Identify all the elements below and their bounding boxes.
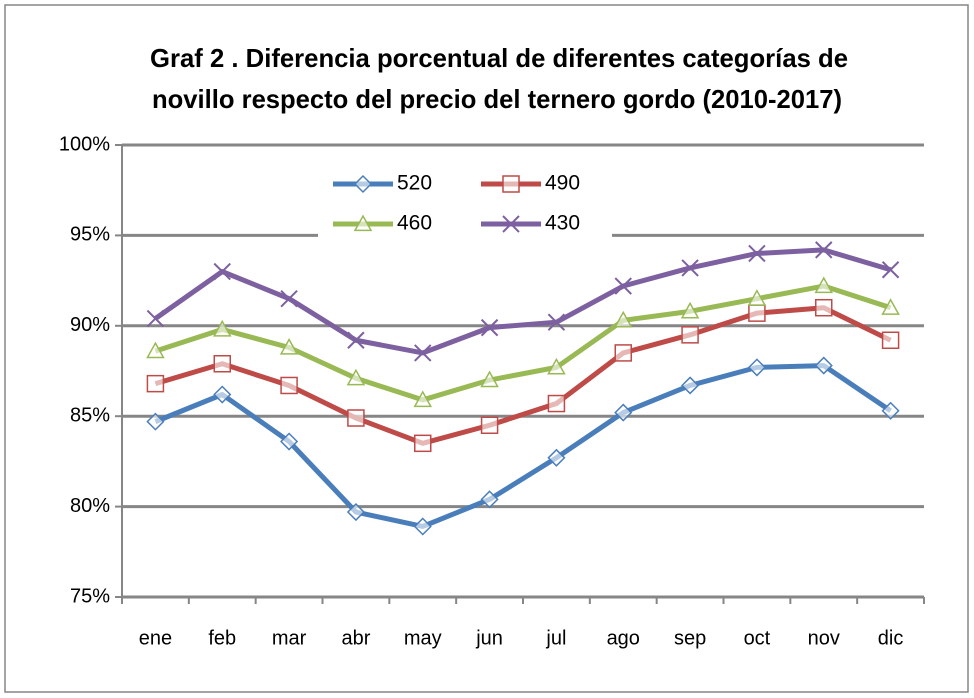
marker xyxy=(681,259,699,277)
marker xyxy=(146,309,165,328)
marker xyxy=(814,276,834,294)
series-line xyxy=(154,283,892,403)
marker xyxy=(815,298,833,317)
marker xyxy=(502,175,520,193)
marker xyxy=(881,261,900,279)
legend-label: 430 xyxy=(545,212,580,235)
x-tick-label: feb xyxy=(208,627,236,649)
marker xyxy=(280,376,298,395)
marker xyxy=(680,301,700,319)
marker xyxy=(279,337,299,355)
marker xyxy=(146,341,165,359)
series-line xyxy=(153,247,892,356)
marker xyxy=(748,304,766,322)
marker xyxy=(213,385,232,404)
x-tick-label: jul xyxy=(545,627,566,649)
marker xyxy=(146,412,165,431)
marker xyxy=(213,355,231,373)
marker xyxy=(881,298,900,315)
x-tick-label: ago xyxy=(607,627,640,649)
marker xyxy=(614,403,633,422)
y-tick-label: 95% xyxy=(70,224,110,246)
marker xyxy=(280,289,298,308)
marker xyxy=(502,215,520,233)
x-tick-label: oct xyxy=(744,627,771,649)
marker xyxy=(413,390,433,408)
series-line xyxy=(154,305,892,446)
marker xyxy=(480,490,499,509)
marker xyxy=(414,434,432,453)
marker xyxy=(547,394,566,413)
x-tick-label: ene xyxy=(139,627,172,649)
x-tick-label: jun xyxy=(475,627,503,649)
y-tick-label: 100% xyxy=(59,133,110,155)
chart-title: novillo respecto del precio del ternero … xyxy=(152,84,842,114)
marker xyxy=(212,319,232,337)
y-tick-label: 85% xyxy=(70,404,110,426)
y-tick-label: 90% xyxy=(70,314,110,336)
marker xyxy=(346,502,365,522)
marker xyxy=(747,289,767,306)
y-tick-label: 75% xyxy=(70,585,110,607)
marker xyxy=(747,358,766,377)
marker xyxy=(413,517,432,536)
marker xyxy=(881,331,900,350)
marker xyxy=(480,416,499,434)
marker xyxy=(881,401,900,420)
legend-label: 490 xyxy=(545,172,580,195)
x-tick-label: may xyxy=(404,627,442,649)
marker xyxy=(748,244,766,263)
marker xyxy=(347,331,365,349)
marker xyxy=(547,313,566,331)
legend-label: 460 xyxy=(397,212,432,235)
marker xyxy=(547,357,566,375)
marker xyxy=(353,174,373,194)
x-tick-label: sep xyxy=(674,627,706,649)
y-tick-label: 80% xyxy=(70,495,110,517)
marker xyxy=(414,344,432,362)
marker xyxy=(815,241,833,259)
marker xyxy=(480,370,499,388)
legend-label: 520 xyxy=(397,172,432,195)
x-tick-label: abr xyxy=(341,627,370,649)
series-line xyxy=(154,363,892,529)
marker xyxy=(613,310,633,328)
marker xyxy=(614,277,632,295)
x-tick-label: nov xyxy=(808,627,840,649)
marker xyxy=(681,376,700,395)
chart-title: Graf 2 . Diferencia porcentual de difere… xyxy=(150,43,848,73)
marker xyxy=(681,326,699,344)
marker xyxy=(346,368,366,386)
marker xyxy=(280,432,299,451)
marker xyxy=(614,344,632,362)
marker xyxy=(347,409,365,427)
marker xyxy=(480,318,499,337)
marker xyxy=(547,448,566,467)
marker xyxy=(213,262,231,281)
marker xyxy=(146,374,165,393)
marker xyxy=(353,214,373,232)
legend: 520 490 460 430 xyxy=(318,162,612,242)
x-tick-label: dic xyxy=(878,627,904,649)
marker xyxy=(814,356,833,375)
x-tick-label: mar xyxy=(272,627,307,649)
